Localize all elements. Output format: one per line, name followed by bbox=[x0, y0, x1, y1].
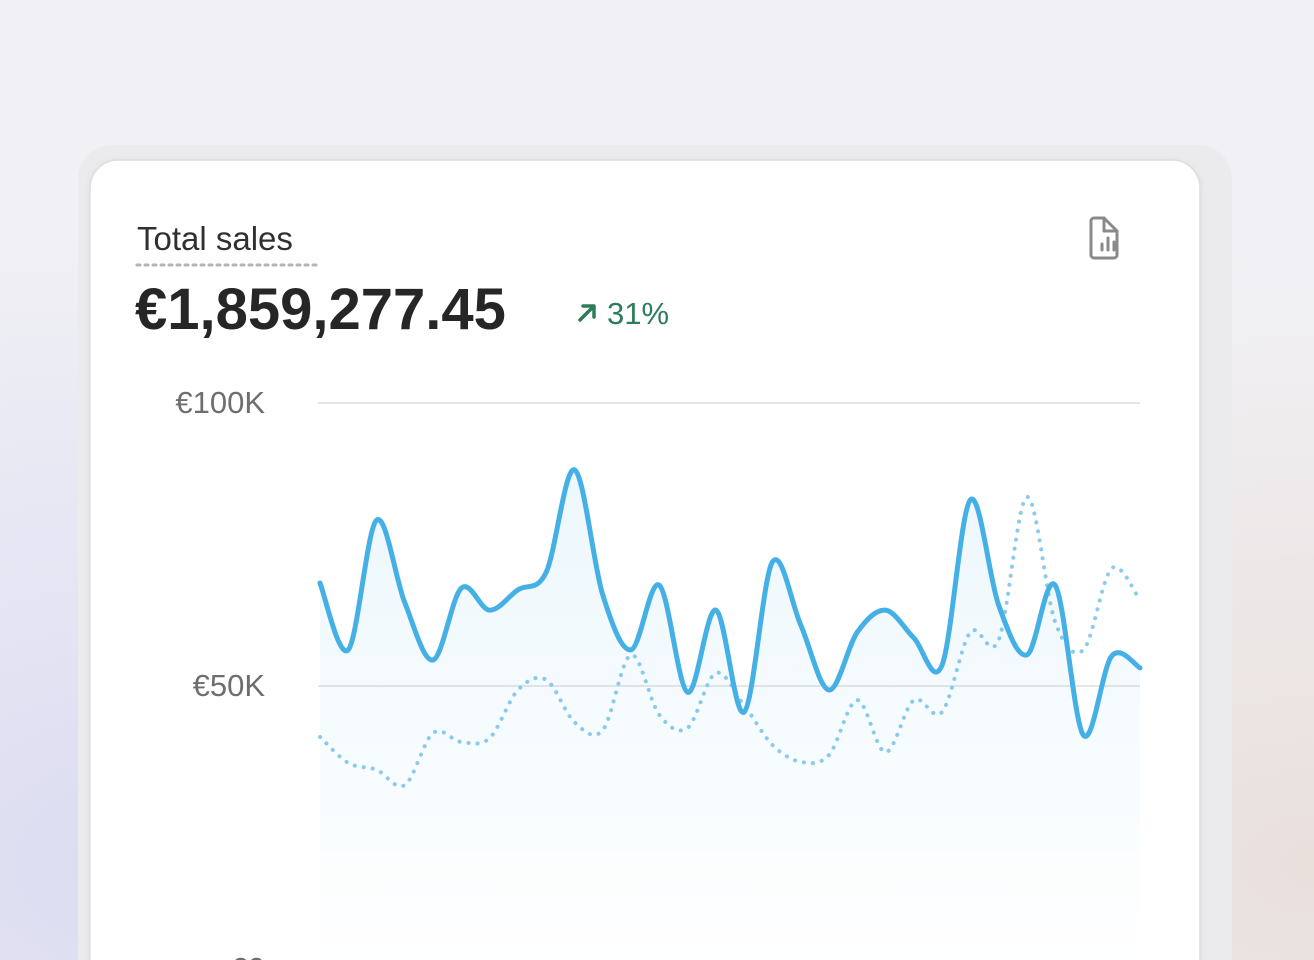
y-tick-label: €50K bbox=[193, 668, 266, 703]
card-title: Total sales bbox=[137, 220, 293, 257]
y-tick-label: €100K bbox=[175, 385, 265, 420]
comparison-line bbox=[318, 494, 1142, 789]
y-tick-label: €0 bbox=[231, 951, 265, 960]
change-percent: 31% bbox=[607, 296, 669, 331]
total-value: €1,859,277.45 bbox=[135, 277, 506, 342]
sales-line bbox=[317, 467, 1143, 739]
area bbox=[320, 469, 1140, 960]
report-icon bbox=[1089, 216, 1119, 260]
trend-arrow bbox=[578, 304, 596, 322]
